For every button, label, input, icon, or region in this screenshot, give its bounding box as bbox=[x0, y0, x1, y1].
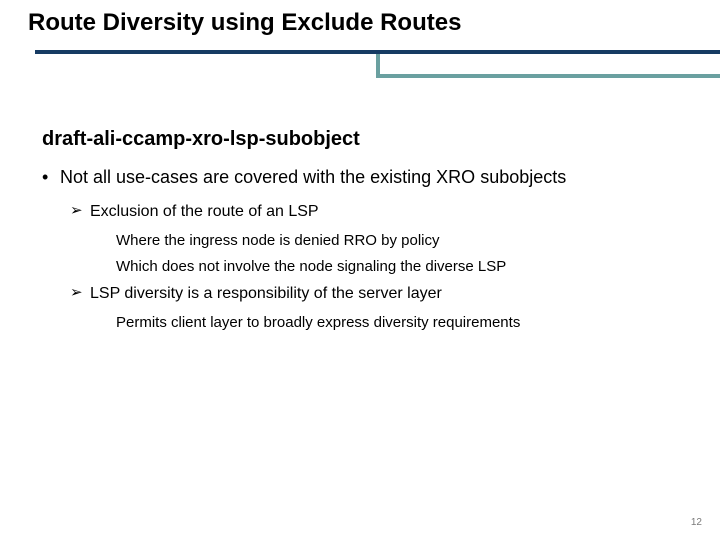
title-underline bbox=[0, 50, 720, 80]
content-subtitle: draft-ali-ccamp-xro-lsp-subobject bbox=[42, 128, 696, 151]
bullet-level2: LSP diversity is a responsibility of the… bbox=[70, 283, 696, 305]
bullet-level1: Not all use-cases are covered with the e… bbox=[42, 165, 696, 189]
content-area: draft-ali-ccamp-xro-lsp-subobject Not al… bbox=[42, 128, 696, 339]
bullet-level3: Where the ingress node is denied RRO by … bbox=[116, 231, 696, 251]
bullet-level3: Which does not involve the node signalin… bbox=[116, 257, 696, 277]
bullet-level3: Permits client layer to broadly express … bbox=[116, 313, 696, 333]
slide-container: Route Diversity using Exclude Routes dra… bbox=[0, 0, 720, 540]
slide-title: Route Diversity using Exclude Routes bbox=[28, 8, 700, 38]
bullet-level2: Exclusion of the route of an LSP bbox=[70, 201, 696, 223]
page-number: 12 bbox=[691, 517, 702, 528]
underline-notch-horizontal bbox=[376, 74, 720, 78]
title-area: Route Diversity using Exclude Routes bbox=[28, 8, 700, 38]
